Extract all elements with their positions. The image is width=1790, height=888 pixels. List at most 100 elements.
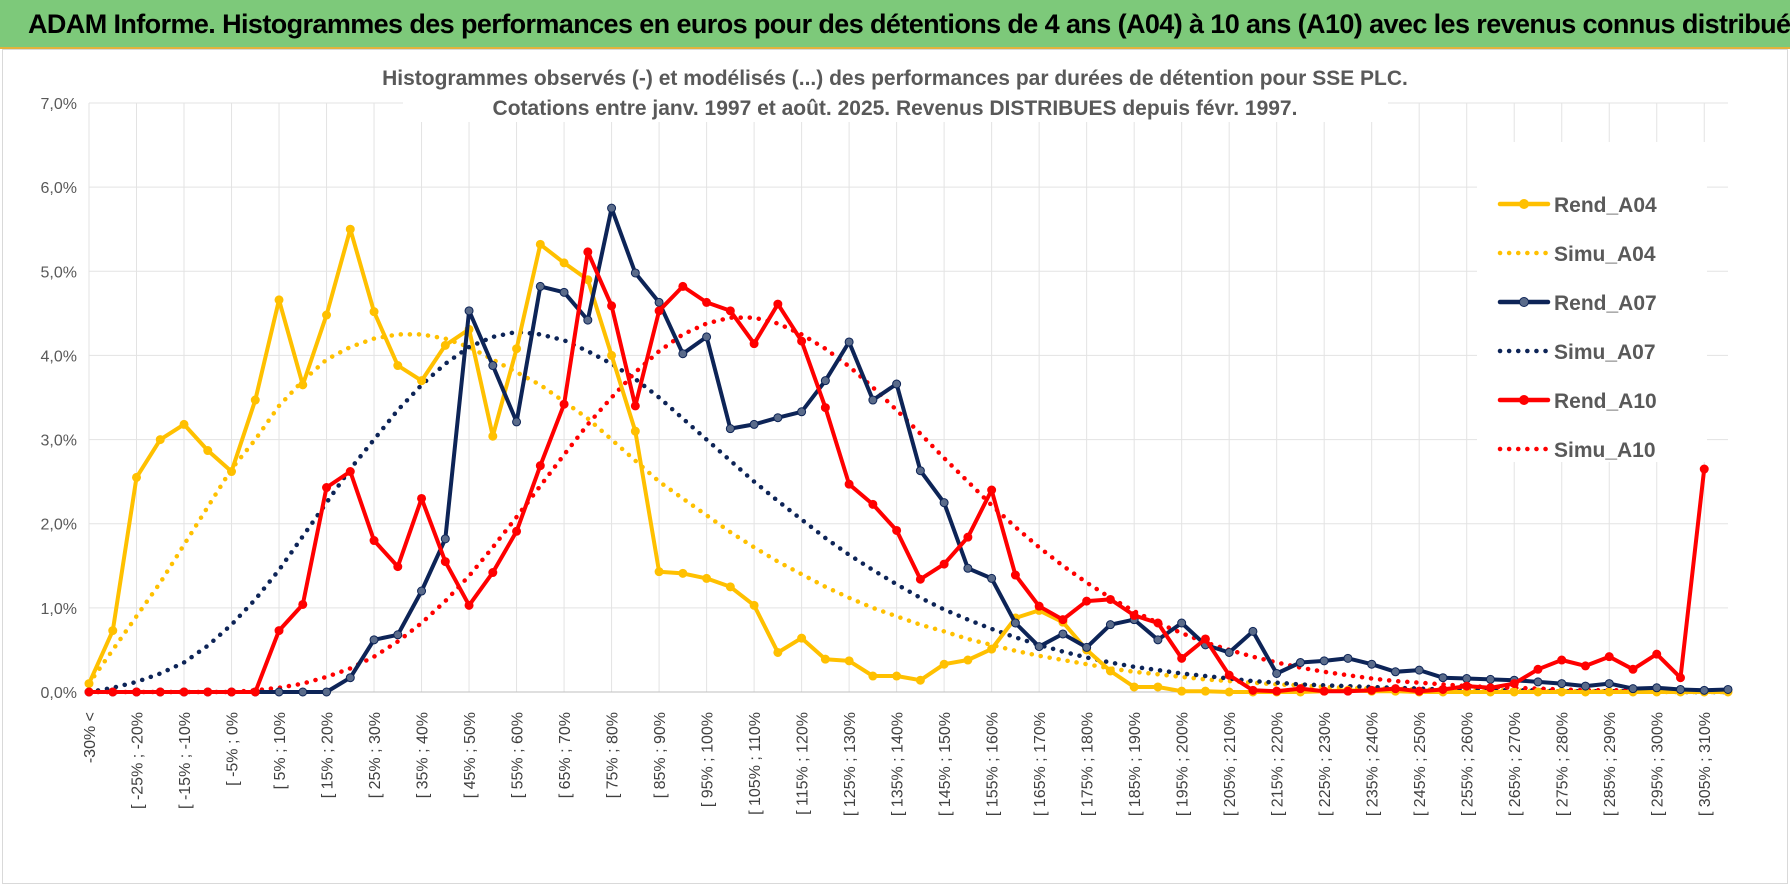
data-point (1295, 684, 1305, 694)
data-point (725, 306, 735, 316)
legend-label: Simu_A04 (1554, 243, 1656, 266)
data-point (583, 315, 593, 325)
chart-frame: 0,0% 1,0% 2,0% 3,0% 4,0% 5,0% 6,0% 7,0% -30% < [… (2, 49, 1788, 884)
data-point (1177, 618, 1187, 628)
data-point (393, 630, 403, 640)
legend-label: Rend_A04 (1554, 194, 1657, 217)
data-point (1699, 685, 1709, 695)
chart-title: Histogrammes observés (-) et modélisés (… (382, 67, 1408, 90)
data-point (369, 536, 379, 546)
data-point (1129, 610, 1139, 620)
data-point (583, 247, 593, 257)
data-point (725, 582, 735, 592)
data-point (892, 671, 902, 681)
data-point (868, 499, 878, 509)
data-point (369, 635, 379, 645)
legend-item: Simu_A10 (1497, 439, 1656, 462)
x-tick-label: [ 155% ; 160% (985, 712, 1002, 816)
series-line (86, 329, 1731, 695)
data-point (1557, 679, 1567, 689)
data-point (345, 467, 355, 477)
data-point (1628, 684, 1638, 694)
legend-marker (1519, 297, 1529, 307)
x-tick-label: [ 275% ; 280% (1555, 712, 1572, 816)
data-point (1390, 684, 1400, 694)
data-point (868, 395, 878, 405)
data-point (1485, 674, 1495, 684)
data-point (512, 417, 522, 427)
data-point (1177, 653, 1187, 663)
chart-title-background (403, 64, 1388, 122)
data-point (417, 376, 427, 386)
x-tick-label: [ 55% ; 60% (510, 712, 527, 798)
data-point (1509, 687, 1519, 697)
data-point (1153, 682, 1163, 692)
data-point (939, 659, 949, 669)
data-point (488, 568, 498, 578)
data-point (749, 600, 759, 610)
legend-label: Simu_A10 (1554, 439, 1656, 462)
data-point (963, 655, 973, 665)
series-rend-a10 (84, 247, 1709, 697)
data-point (1058, 615, 1068, 625)
data-point (1272, 686, 1282, 696)
data-point (155, 435, 165, 445)
data-point (298, 599, 308, 609)
data-point (84, 679, 94, 689)
data-point (1462, 674, 1472, 684)
data-point (1367, 659, 1377, 669)
data-point (464, 306, 474, 316)
data-point (1010, 570, 1020, 580)
data-point (773, 413, 783, 423)
data-point (987, 485, 997, 495)
data-point (1034, 601, 1044, 611)
data-point (1319, 686, 1329, 696)
data-point (773, 299, 783, 309)
data-point (1557, 687, 1567, 697)
x-tick-label: [ 125% ; 130% (842, 712, 859, 816)
x-axis-ticks: -30% < [ -25% ; -20% [ -15% ; -10% [ -5% ; … (82, 712, 1714, 816)
data-point (203, 446, 213, 456)
data-point (963, 563, 973, 573)
data-point (512, 344, 522, 354)
data-point (1485, 683, 1495, 693)
data-point (678, 281, 688, 291)
data-point (630, 426, 640, 436)
x-tick-label: [ 115% ; 120% (795, 712, 812, 815)
data-point (1295, 658, 1305, 668)
data-point (630, 401, 640, 411)
data-point (702, 297, 712, 307)
data-point (345, 673, 355, 683)
data-point (417, 586, 427, 596)
data-point (987, 644, 997, 654)
legend-item: Simu_A04 (1497, 243, 1656, 266)
data-point (535, 239, 545, 249)
data-point (179, 419, 189, 429)
data-point (844, 479, 854, 489)
data-point (773, 647, 783, 657)
data-point (630, 268, 640, 278)
y-axis-ticks: 0,0% 1,0% 2,0% 3,0% 4,0% 5,0% 6,0% 7,0% (41, 96, 77, 702)
data-point (1058, 629, 1068, 639)
data-point (512, 526, 522, 536)
data-point (915, 675, 925, 685)
data-point (1604, 679, 1614, 689)
data-point (1462, 681, 1472, 691)
x-tick-label: [ 15% ; 20% (320, 712, 337, 798)
data-point (1010, 618, 1020, 628)
x-tick-label: [ 135% ; 140% (890, 712, 907, 816)
legend-marker (1519, 395, 1529, 405)
data-point (274, 626, 284, 636)
legend-item: Rend_A07 (1497, 292, 1657, 315)
data-point (1580, 661, 1590, 671)
data-point (1224, 687, 1234, 697)
data-point (440, 534, 450, 544)
data-point (607, 203, 617, 213)
data-point (1652, 683, 1662, 693)
x-tick-label: [ 85% ; 90% (652, 712, 669, 798)
data-point (915, 466, 925, 476)
data-point (322, 687, 332, 697)
data-point (1509, 679, 1519, 689)
data-point (868, 671, 878, 681)
data-point (749, 419, 759, 429)
